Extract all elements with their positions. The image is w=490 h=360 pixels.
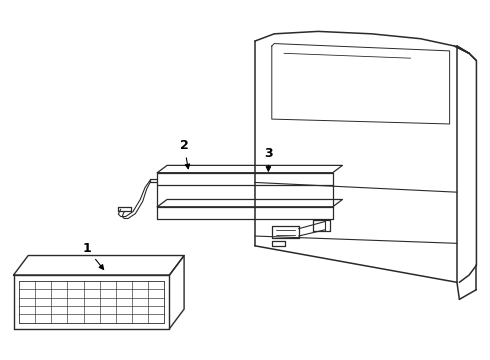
Text: 1: 1 xyxy=(82,242,103,269)
Text: 3: 3 xyxy=(264,147,273,171)
Text: 2: 2 xyxy=(180,139,190,169)
